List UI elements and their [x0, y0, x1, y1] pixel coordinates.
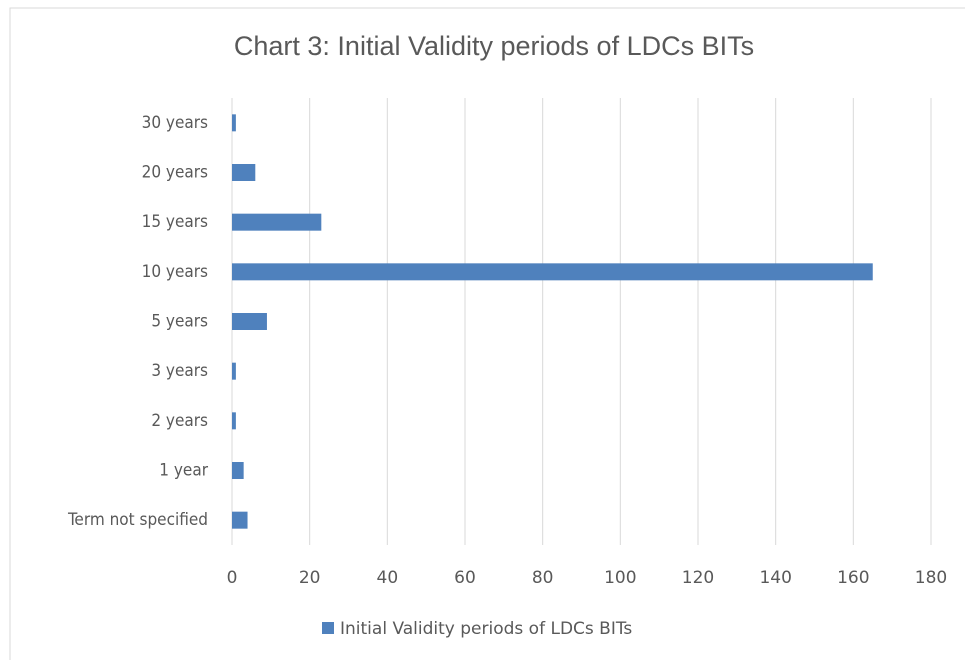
x-tick-label: 40	[377, 568, 399, 588]
y-tick-label: 1 year	[159, 461, 208, 481]
bar	[232, 462, 244, 479]
legend-swatch	[322, 622, 334, 634]
x-tick-label: 160	[837, 568, 869, 588]
y-tick-label: 20 years	[142, 163, 208, 183]
x-tick-label: 100	[604, 568, 636, 588]
y-tick-label: 15 years	[142, 212, 208, 232]
y-tick-label: 10 years	[142, 262, 208, 282]
chart-title: Chart 3: Initial Validity periods of LDC…	[234, 31, 754, 61]
bar	[232, 362, 236, 380]
x-tick-label: 180	[915, 568, 947, 588]
x-tick-label: 80	[532, 568, 554, 588]
x-tick-label: 20	[299, 568, 321, 588]
y-tick-label: Term not specified	[67, 510, 208, 530]
x-tick-label: 120	[682, 568, 714, 588]
x-tick-label: 0	[227, 568, 238, 588]
legend-label: Initial Validity periods of LDCs BITs	[340, 619, 632, 639]
bar	[232, 164, 256, 181]
bar	[232, 511, 248, 529]
bar	[232, 114, 236, 132]
x-tick-label: 60	[454, 568, 476, 588]
bar	[232, 263, 873, 281]
chart-frame	[9, 7, 965, 660]
bar	[232, 213, 322, 231]
y-tick-label: 5 years	[151, 312, 208, 332]
y-tick-label: 2 years	[151, 411, 208, 431]
bar	[232, 412, 236, 430]
y-tick-label: 30 years	[142, 113, 208, 133]
x-tick-label: 140	[759, 568, 791, 588]
bar	[232, 313, 267, 330]
y-tick-label: 3 years	[151, 361, 208, 381]
